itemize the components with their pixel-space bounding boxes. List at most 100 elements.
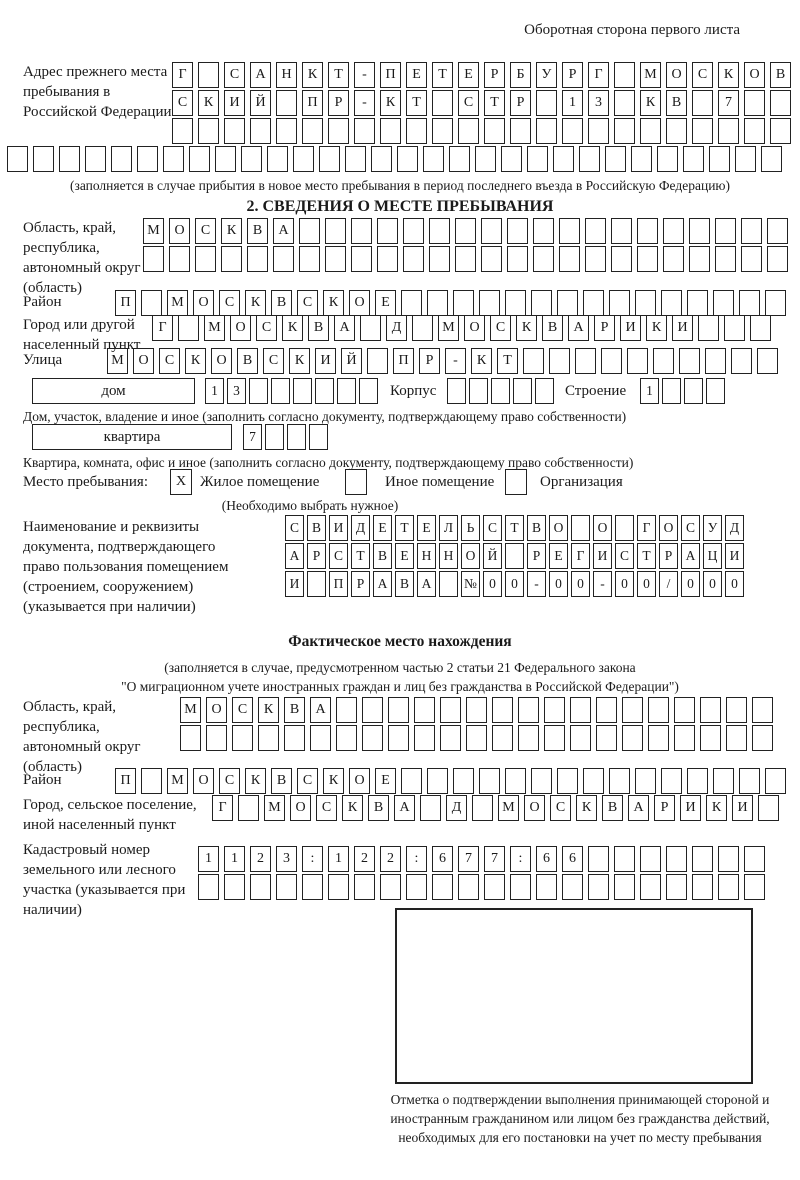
char-cell[interactable]: [684, 378, 703, 404]
char-cell[interactable]: М: [180, 697, 201, 723]
char-cell[interactable]: [195, 246, 216, 272]
char-cell[interactable]: К: [342, 795, 363, 821]
char-cell[interactable]: [172, 118, 193, 144]
char-cell[interactable]: :: [302, 846, 323, 872]
char-cell[interactable]: [706, 378, 725, 404]
char-cell[interactable]: В: [307, 515, 326, 541]
char-cell[interactable]: Р: [562, 62, 583, 88]
char-cell[interactable]: Р: [419, 348, 440, 374]
char-cell[interactable]: [609, 768, 630, 794]
char-cell[interactable]: [315, 378, 334, 404]
char-cell[interactable]: [744, 118, 765, 144]
char-cell[interactable]: [531, 768, 552, 794]
char-cell[interactable]: [484, 874, 505, 900]
char-cell[interactable]: [466, 725, 487, 751]
char-cell[interactable]: 2: [354, 846, 375, 872]
char-cell[interactable]: В: [271, 290, 292, 316]
char-cell[interactable]: П: [329, 571, 348, 597]
char-cell[interactable]: [429, 218, 450, 244]
char-cell[interactable]: [507, 246, 528, 272]
char-cell[interactable]: 3: [227, 378, 246, 404]
char-cell[interactable]: О: [206, 697, 227, 723]
char-cell[interactable]: [271, 378, 290, 404]
char-cell[interactable]: [731, 348, 752, 374]
char-cell[interactable]: Н: [439, 543, 458, 569]
char-cell[interactable]: К: [646, 315, 667, 341]
char-cell[interactable]: [406, 874, 427, 900]
char-cell[interactable]: [570, 697, 591, 723]
char-cell[interactable]: [111, 146, 132, 172]
char-cell[interactable]: [265, 424, 284, 450]
char-cell[interactable]: [679, 348, 700, 374]
char-cell[interactable]: [750, 315, 771, 341]
char-cell[interactable]: [544, 697, 565, 723]
char-cell[interactable]: [615, 515, 634, 541]
char-cell[interactable]: [481, 218, 502, 244]
char-cell[interactable]: [571, 515, 590, 541]
char-cell[interactable]: М: [498, 795, 519, 821]
char-cell[interactable]: [726, 725, 747, 751]
char-cell[interactable]: [325, 246, 346, 272]
char-cell[interactable]: [492, 697, 513, 723]
char-cell[interactable]: [536, 90, 557, 116]
char-cell[interactable]: [510, 118, 531, 144]
char-cell[interactable]: [458, 118, 479, 144]
char-cell[interactable]: [585, 246, 606, 272]
char-cell[interactable]: [232, 725, 253, 751]
char-cell[interactable]: В: [308, 315, 329, 341]
char-cell[interactable]: [661, 768, 682, 794]
char-cell[interactable]: [674, 697, 695, 723]
char-cell[interactable]: [359, 378, 378, 404]
char-cell[interactable]: Е: [373, 515, 392, 541]
char-cell[interactable]: К: [323, 768, 344, 794]
char-cell[interactable]: [198, 874, 219, 900]
char-cell[interactable]: [388, 697, 409, 723]
apartment-field-box[interactable]: квартира: [32, 424, 232, 450]
char-cell[interactable]: В: [373, 543, 392, 569]
char-cell[interactable]: Б: [510, 62, 531, 88]
char-cell[interactable]: [692, 874, 713, 900]
char-cell[interactable]: [501, 146, 522, 172]
char-cell[interactable]: [559, 246, 580, 272]
char-cell[interactable]: [761, 146, 782, 172]
char-cell[interactable]: [648, 725, 669, 751]
char-cell[interactable]: [666, 846, 687, 872]
char-cell[interactable]: [319, 146, 340, 172]
char-cell[interactable]: [475, 146, 496, 172]
char-cell[interactable]: [549, 348, 570, 374]
char-cell[interactable]: И: [680, 795, 701, 821]
char-cell[interactable]: [414, 725, 435, 751]
char-cell[interactable]: И: [725, 543, 744, 569]
char-cell[interactable]: [640, 118, 661, 144]
char-cell[interactable]: [570, 725, 591, 751]
char-cell[interactable]: [536, 118, 557, 144]
char-cell[interactable]: А: [334, 315, 355, 341]
char-cell[interactable]: Т: [395, 515, 414, 541]
char-cell[interactable]: [535, 378, 554, 404]
char-cell[interactable]: [141, 290, 162, 316]
stay-type-checkbox-other[interactable]: [345, 469, 367, 495]
char-cell[interactable]: [439, 571, 458, 597]
char-cell[interactable]: Г: [172, 62, 193, 88]
char-cell[interactable]: 0: [703, 571, 722, 597]
char-cell[interactable]: [345, 146, 366, 172]
char-cell[interactable]: №: [461, 571, 480, 597]
char-cell[interactable]: А: [285, 543, 304, 569]
char-cell[interactable]: В: [542, 315, 563, 341]
char-cell[interactable]: И: [593, 543, 612, 569]
char-cell[interactable]: [472, 795, 493, 821]
char-cell[interactable]: [449, 146, 470, 172]
char-cell[interactable]: И: [620, 315, 641, 341]
char-cell[interactable]: С: [263, 348, 284, 374]
char-cell[interactable]: И: [315, 348, 336, 374]
char-cell[interactable]: [351, 218, 372, 244]
char-cell[interactable]: В: [666, 90, 687, 116]
char-cell[interactable]: [484, 118, 505, 144]
char-cell[interactable]: А: [628, 795, 649, 821]
char-cell[interactable]: [169, 246, 190, 272]
char-cell[interactable]: -: [527, 571, 546, 597]
char-cell[interactable]: [469, 378, 488, 404]
char-cell[interactable]: [241, 146, 262, 172]
char-cell[interactable]: [579, 146, 600, 172]
char-cell[interactable]: [481, 246, 502, 272]
